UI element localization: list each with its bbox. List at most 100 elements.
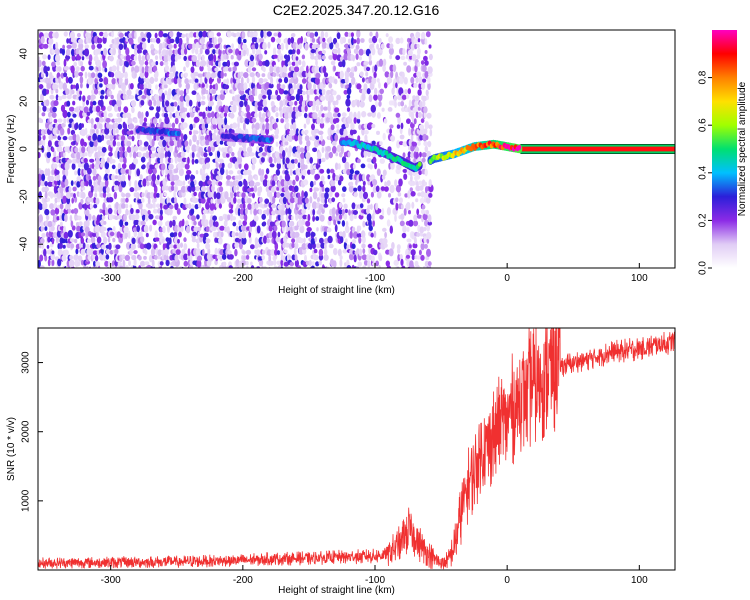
noise-speckle (72, 158, 77, 164)
noise-speckle (219, 93, 225, 101)
noise-speckle (399, 127, 403, 135)
noise-speckle (363, 61, 369, 66)
noise-speckle (142, 178, 147, 187)
noise-speckle (379, 48, 383, 54)
noise-speckle (78, 202, 83, 210)
y-axis-label: SNR (10 * v/v) (6, 417, 17, 481)
noise-speckle (291, 238, 296, 244)
noise-speckle (156, 99, 161, 107)
noise-speckle (178, 180, 184, 187)
noise-speckle (92, 100, 97, 106)
noise-speckle (360, 163, 366, 169)
noise-speckle (422, 100, 426, 107)
noise-speckle (67, 76, 73, 84)
noise-speckle (321, 49, 326, 55)
noise-speckle (162, 139, 167, 148)
noise-speckle (83, 106, 89, 114)
noise-speckle (62, 244, 66, 249)
noise-speckle (370, 104, 376, 113)
noise-speckle (38, 84, 44, 90)
noise-speckle (191, 55, 198, 62)
noise-speckle (305, 220, 311, 227)
noise-speckle (353, 254, 357, 263)
noise-speckle (402, 168, 408, 173)
noise-speckle (107, 261, 111, 268)
noise-speckle (75, 248, 79, 255)
noise-speckle (88, 65, 94, 71)
x-tick-label: 0 (504, 273, 510, 284)
noise-speckle (287, 134, 293, 142)
noise-speckle (206, 71, 212, 80)
noise-speckle (329, 116, 334, 125)
noise-speckle (247, 192, 253, 197)
noise-speckle (219, 225, 225, 231)
noise-speckle (308, 259, 312, 267)
noise-speckle (301, 54, 306, 60)
noise-speckle (80, 232, 86, 237)
noise-speckle (266, 207, 270, 216)
noise-speckle (52, 127, 58, 135)
noise-speckle (111, 78, 116, 85)
noise-speckle (310, 238, 316, 245)
noise-speckle (181, 218, 185, 227)
noise-speckle (401, 265, 406, 268)
noise-speckle (289, 261, 295, 267)
noise-speckle (124, 221, 129, 226)
noise-speckle (169, 204, 174, 210)
noise-speckle (366, 66, 371, 72)
noise-speckle (320, 192, 326, 198)
noise-speckle (301, 209, 306, 215)
noise-speckle (347, 38, 351, 44)
noise-speckle (151, 138, 155, 147)
noise-speckle (293, 83, 297, 90)
noise-speckle (51, 169, 55, 175)
noise-speckle (119, 72, 125, 79)
noise-speckle (125, 60, 129, 68)
noise-speckle (199, 77, 203, 85)
noise-speckle (213, 128, 217, 134)
noise-speckle (341, 112, 347, 118)
noise-speckle (233, 184, 237, 193)
noise-speckle (48, 31, 54, 39)
noise-speckle (168, 163, 174, 170)
noise-speckle (70, 243, 75, 249)
noise-speckle (405, 248, 410, 257)
noise-speckle (382, 169, 387, 176)
noise-speckle (70, 266, 75, 268)
noise-speckle (407, 190, 411, 199)
noise-speckle (109, 250, 114, 255)
noise-speckle (290, 191, 294, 199)
noise-speckle (176, 208, 181, 215)
noise-speckle (396, 266, 400, 268)
noise-speckle (46, 66, 50, 71)
noise-speckle (163, 254, 169, 261)
noise-speckle (424, 38, 428, 45)
noise-speckle (173, 101, 178, 107)
noise-speckle (329, 41, 334, 50)
noise-speckle (348, 209, 351, 216)
noise-speckle (357, 111, 361, 120)
noise-speckle (321, 208, 325, 215)
noise-speckle (399, 220, 405, 227)
noise-speckle (310, 48, 316, 54)
noise-speckle (122, 65, 126, 74)
noise-speckle (241, 260, 247, 266)
noise-speckle (161, 238, 165, 243)
noise-speckle (406, 94, 410, 99)
noise-speckle (314, 236, 318, 243)
noise-speckle (194, 204, 199, 210)
noise-speckle (48, 37, 54, 45)
noise-speckle (167, 88, 172, 97)
noise-speckle (101, 146, 107, 153)
noise-speckle (305, 129, 309, 134)
noise-speckle (300, 152, 305, 159)
noise-speckle (234, 265, 239, 268)
noise-speckle (205, 175, 210, 181)
noise-speckle (402, 141, 408, 147)
noise-speckle (170, 185, 175, 191)
noise-speckle (250, 244, 255, 250)
noise-speckle (183, 253, 189, 261)
figure-title: C2E2.2025.347.20.12.G16 (272, 2, 440, 18)
noise-speckle (154, 215, 160, 220)
noise-speckle (361, 93, 366, 102)
